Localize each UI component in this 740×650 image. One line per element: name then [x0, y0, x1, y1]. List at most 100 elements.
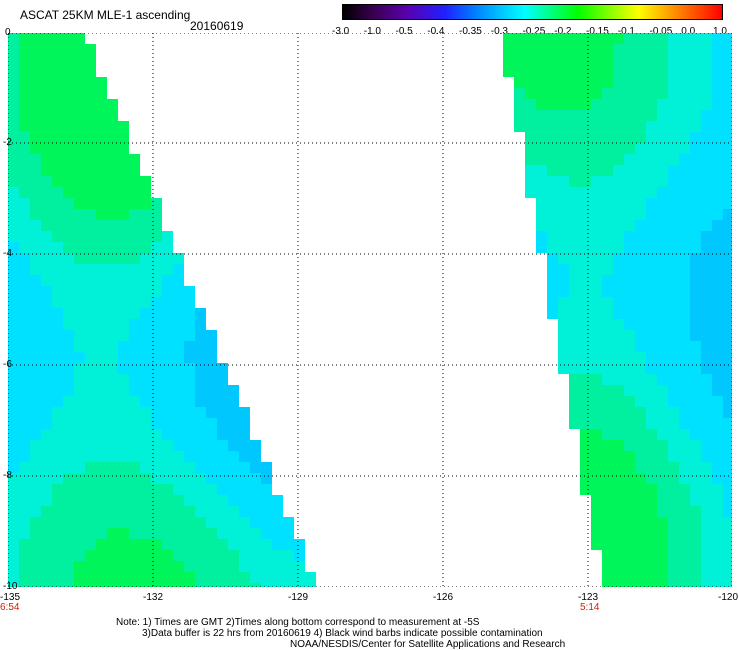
swath-cell — [151, 198, 162, 209]
swath-cell — [668, 352, 679, 363]
swath-cell — [151, 363, 162, 374]
swath-cell — [558, 110, 569, 121]
swath-cell — [96, 330, 107, 341]
swath-cell — [151, 396, 162, 407]
swath-cell — [701, 440, 712, 451]
swath-cell — [140, 539, 151, 550]
swath-cell — [206, 341, 217, 352]
swath-cell — [129, 528, 140, 539]
swath-cell — [228, 539, 239, 550]
swath-cell — [602, 407, 613, 418]
swath-cell — [602, 319, 613, 330]
swath-cell — [63, 572, 74, 583]
swath-cell — [129, 451, 140, 462]
swath-cell — [96, 132, 107, 143]
swath-cell — [52, 396, 63, 407]
swath-cell — [613, 374, 624, 385]
swath-cell — [30, 495, 41, 506]
swath-cell — [195, 363, 206, 374]
swath-cell — [85, 583, 96, 587]
swath-cell — [118, 550, 129, 561]
colorbar-tick-label: -0.2 — [554, 26, 572, 37]
swath-cell — [140, 264, 151, 275]
swath-cell — [635, 275, 646, 286]
swath-cell — [30, 264, 41, 275]
swath-cell — [580, 385, 591, 396]
swath-cell — [107, 506, 118, 517]
swath-cell — [41, 484, 52, 495]
swath-cell — [569, 286, 580, 297]
colorbar-tick-label: -0.3 — [490, 26, 508, 37]
swath-cell — [701, 198, 712, 209]
swath-cell — [162, 429, 173, 440]
swath-cell — [261, 506, 272, 517]
swath-cell — [206, 418, 217, 429]
swath-cell — [41, 99, 52, 110]
swath-cell — [107, 396, 118, 407]
swath-cell — [668, 242, 679, 253]
swath-cell — [261, 561, 272, 572]
swath-cell — [173, 429, 184, 440]
swath-cell — [8, 330, 19, 341]
swath-cell — [624, 517, 635, 528]
swath-cell — [52, 583, 63, 587]
swath-cell — [712, 539, 723, 550]
swath-cell — [8, 187, 19, 198]
swath-cell — [646, 198, 657, 209]
swath-cell — [228, 462, 239, 473]
swath-cell — [19, 385, 30, 396]
swath-cell — [283, 561, 294, 572]
swath-cell — [591, 33, 602, 44]
swath-cell — [536, 33, 547, 44]
swath-cell — [206, 352, 217, 363]
swath-cell — [206, 528, 217, 539]
swath-cell — [173, 484, 184, 495]
swath-cell — [30, 539, 41, 550]
swath-cell — [30, 451, 41, 462]
swath-cell — [162, 451, 173, 462]
swath-cell — [668, 495, 679, 506]
swath-cell — [162, 275, 173, 286]
swath-cell — [151, 374, 162, 385]
swath-cell — [173, 539, 184, 550]
swath-cell — [74, 99, 85, 110]
swath-cell — [602, 462, 613, 473]
swath-cell — [19, 242, 30, 253]
swath-cell — [580, 396, 591, 407]
swath-cell — [679, 363, 690, 374]
swath-cell — [569, 66, 580, 77]
swath-cell — [52, 132, 63, 143]
swath-cell — [85, 231, 96, 242]
swath-cell — [712, 264, 723, 275]
swath-cell — [646, 352, 657, 363]
swath-cell — [118, 583, 129, 587]
swath-cell — [657, 473, 668, 484]
swath-cell — [118, 209, 129, 220]
swath-cell — [129, 330, 140, 341]
swath-cell — [63, 341, 74, 352]
swath-cell — [723, 253, 732, 264]
swath-cell — [624, 572, 635, 583]
swath-cell — [613, 275, 624, 286]
swath-cell — [525, 110, 536, 121]
swath-cell — [74, 275, 85, 286]
swath-cell — [30, 99, 41, 110]
swath-cell — [635, 385, 646, 396]
swath-cell — [41, 33, 52, 44]
swath-cell — [151, 264, 162, 275]
swath-cell — [96, 264, 107, 275]
swath-cell — [85, 517, 96, 528]
swath-cell — [52, 363, 63, 374]
swath-cell — [668, 429, 679, 440]
swath-cell — [96, 572, 107, 583]
swath-cell — [602, 209, 613, 220]
swath-cell — [217, 451, 228, 462]
swath-cell — [558, 341, 569, 352]
swath-cell — [283, 583, 294, 587]
swath-cell — [107, 462, 118, 473]
swath-cell — [74, 308, 85, 319]
swath-cell — [690, 187, 701, 198]
swath-cell — [525, 176, 536, 187]
swath-cell — [668, 539, 679, 550]
swath-cell — [624, 462, 635, 473]
